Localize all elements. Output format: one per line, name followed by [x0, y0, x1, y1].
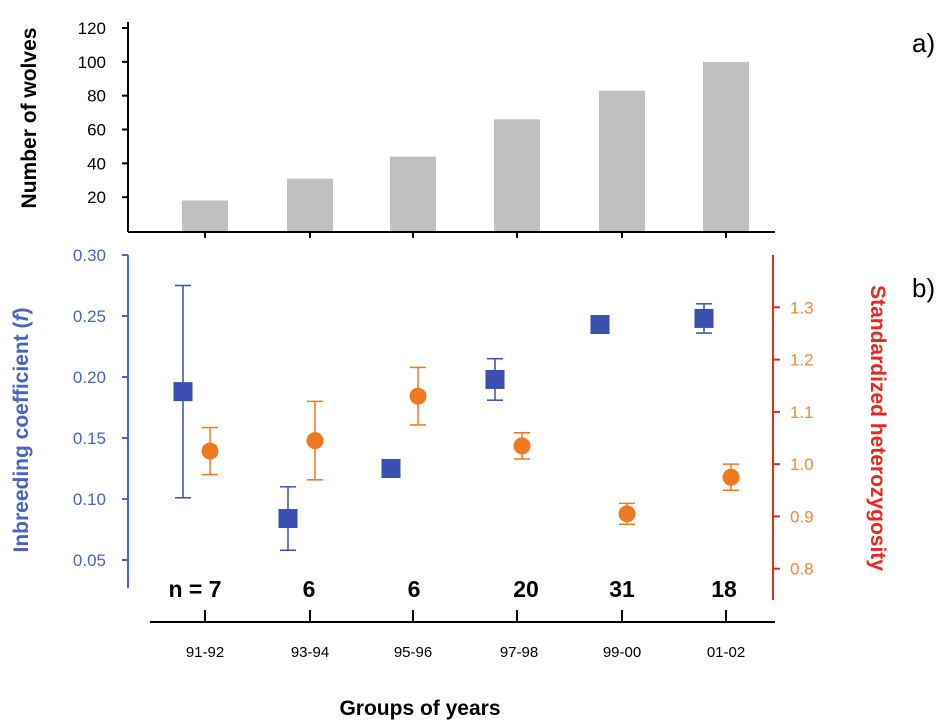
category-label: 95-96: [394, 644, 432, 661]
bar-97-98: [494, 119, 540, 231]
right-y-ticks: 0.8 0.9 1.0 1.1 1.2 1.3: [773, 298, 814, 579]
left-y-tick-label: 0.25: [73, 307, 106, 326]
heterozygosity-point: [201, 442, 219, 460]
right-y-axis-title: Standardized heterozygosity: [866, 285, 889, 571]
inbreeding-point: [590, 315, 610, 335]
right-y-tick-label: 1.3: [790, 298, 814, 317]
inbreeding-point: [485, 369, 505, 389]
panel-b: b) Inbreeding coefficient (f) Standardiz…: [10, 246, 935, 720]
right-y-tick-label: 0.9: [790, 507, 814, 526]
left-y-tick-label: 0.15: [73, 429, 106, 448]
panel-a-label: a): [912, 28, 935, 58]
panel-a-x-ticks: [204, 232, 727, 238]
sample-size-label: 6: [303, 576, 316, 602]
panel-a: a) Number of wolves 20 40 60 80 100 120: [18, 19, 935, 238]
sample-size-label: n = 7: [168, 576, 221, 602]
sample-size-labels: n = 7 6 6 20 31 18: [168, 576, 737, 602]
panel-a-y-tick-label: 40: [87, 154, 106, 173]
sample-size-label: 18: [711, 576, 737, 602]
panel-a-y-tick-label: 100: [78, 53, 106, 72]
sample-size-label: 31: [609, 576, 635, 602]
panel-b-label: b): [912, 273, 935, 303]
sample-size-label: 6: [408, 576, 421, 602]
category-label: 93-94: [291, 644, 329, 661]
right-y-tick-label: 0.8: [790, 560, 814, 579]
heterozygosity-point: [409, 387, 427, 405]
category-label: 91-92: [186, 644, 224, 661]
panel-a-y-tick-label: 60: [87, 121, 106, 140]
left-y-tick-label: 0.20: [73, 368, 106, 387]
panel-a-y-tick-label: 80: [87, 87, 106, 106]
x-axis-title: Groups of years: [339, 697, 500, 720]
panel-b-x-ticks: [204, 610, 727, 622]
panel-a-y-axis-title: Number of wolves: [18, 28, 41, 209]
left-y-tick-label: 0.30: [73, 246, 106, 265]
bar-95-96: [390, 156, 436, 231]
left-y-axis-title-suffix: ): [10, 307, 33, 314]
panel-a-bars: [182, 61, 749, 232]
inbreeding-point: [278, 509, 298, 529]
bar-93-94: [287, 178, 333, 231]
right-y-tick-label: 1.2: [790, 351, 814, 370]
right-y-tick-label: 1.1: [790, 403, 814, 422]
left-y-tick-label: 0.05: [73, 551, 106, 570]
category-labels: 91-92 93-94 95-96 97-98 99-00 01-02: [186, 644, 745, 661]
panel-a-y-ticks: 20 40 60 80 100 120: [78, 19, 128, 207]
inbreeding-series: [173, 284, 714, 551]
bar-99-00: [599, 90, 645, 231]
category-label: 97-98: [500, 644, 538, 661]
heterozygosity-point: [513, 437, 531, 455]
left-y-axis-title-italic: f: [10, 312, 33, 321]
bar-91-92: [182, 200, 228, 231]
heterozygosity-series: [201, 366, 740, 526]
heterozygosity-point: [306, 432, 324, 450]
left-y-axis-title: Inbreeding coefficient (f): [10, 307, 33, 552]
heterozygosity-point: [722, 468, 740, 486]
category-label: 01-02: [707, 644, 745, 661]
left-y-tick-label: 0.10: [73, 490, 106, 509]
panel-a-y-tick-label: 120: [78, 19, 106, 38]
right-y-tick-label: 1.0: [790, 455, 814, 474]
inbreeding-point: [381, 459, 401, 478]
panel-a-y-tick-label: 20: [87, 188, 106, 207]
bar-01-02: [703, 61, 749, 232]
sample-size-label: 20: [513, 576, 539, 602]
heterozygosity-point: [618, 505, 636, 523]
left-y-axis-title-prefix: Inbreeding coefficient (: [10, 321, 33, 552]
inbreeding-point: [173, 382, 193, 402]
left-y-ticks: 0.05 0.10 0.15 0.20 0.25 0.30: [73, 246, 128, 570]
category-label: 99-00: [603, 644, 641, 661]
inbreeding-point: [694, 308, 714, 328]
